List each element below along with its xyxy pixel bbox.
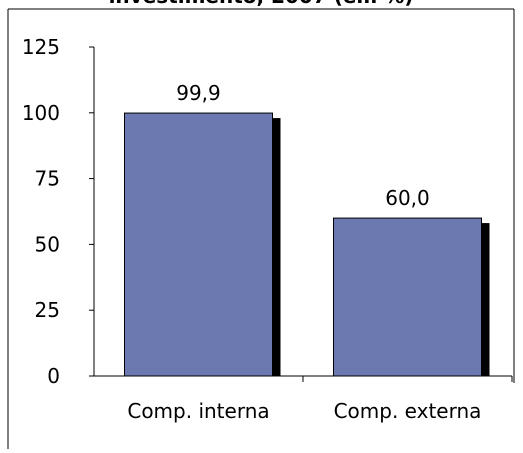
x-tick-label: Comp. interna xyxy=(127,399,269,423)
y-tick-label: 100 xyxy=(22,101,60,125)
chart-title: investimento, 2007 (em %) xyxy=(109,0,414,8)
y-tick-label: 25 xyxy=(35,298,60,322)
data-label: 99,9 xyxy=(176,81,221,105)
bars-layer xyxy=(124,112,490,377)
y-tick-label: 125 xyxy=(22,35,60,59)
data-label: 60,0 xyxy=(385,186,430,210)
axis-layer: 0 25 50 75 100 125 xyxy=(22,35,513,388)
bar xyxy=(333,217,482,377)
y-tick-label: 0 xyxy=(47,364,60,388)
x-tick-label: Comp. externa xyxy=(334,399,482,423)
y-tick-label: 75 xyxy=(35,167,60,191)
bar xyxy=(124,112,273,377)
y-tick-label: 50 xyxy=(35,232,60,256)
labels-layer: 99,9 Comp. interna 60,0 Comp. externa xyxy=(127,81,481,423)
